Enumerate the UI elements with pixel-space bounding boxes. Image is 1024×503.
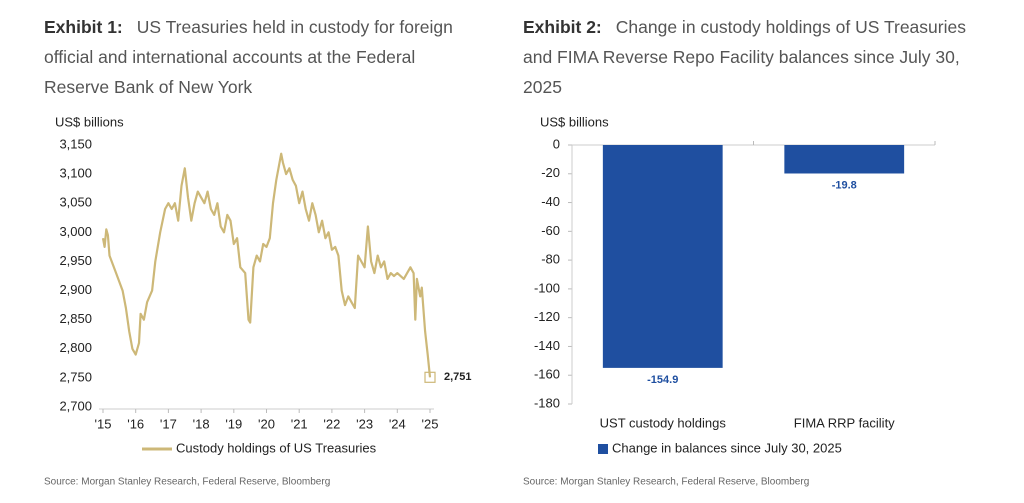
y-tick-label: 3,000 (59, 224, 92, 239)
y-tick-label: 3,150 (59, 136, 92, 151)
y-tick-label: 3,050 (59, 195, 92, 210)
y-tick-label: 0 (553, 136, 560, 151)
x-tick-label: FIMA RRP facility (794, 415, 895, 430)
value-label: -19.8 (832, 179, 857, 191)
x-tick-label: UST custody holdings (600, 415, 727, 430)
y-tick-label: -120 (534, 309, 560, 324)
x-tick-label: '16 (127, 416, 144, 431)
x-tick-label: '25 (422, 416, 439, 431)
y-tick-label: 2,800 (59, 340, 92, 355)
y-tick-label: -140 (534, 338, 560, 353)
end-marker (424, 371, 436, 383)
exhibit-label: Exhibit 2: (523, 17, 602, 37)
bar (784, 145, 905, 174)
x-tick-label: '19 (225, 416, 242, 431)
legend-swatch (598, 444, 608, 454)
value-label: -154.9 (647, 374, 678, 386)
y-tick-label: 3,100 (59, 166, 92, 181)
x-tick-label: '23 (356, 416, 373, 431)
exhibit-label: Exhibit 1: (44, 17, 123, 37)
y-tick-label: -40 (541, 194, 560, 209)
y-tick-label: 2,950 (59, 253, 92, 268)
x-tick-label: '17 (160, 416, 177, 431)
x-tick-label: '18 (193, 416, 210, 431)
x-tick-label: '22 (323, 416, 340, 431)
end-label: 2,751 (444, 371, 472, 383)
title-block: Exhibit 2: Change in custody holdings of … (523, 12, 973, 102)
legend-label: Custody holdings of US Treasuries (176, 440, 377, 455)
chart-title: Change in custody holdings of US Treasur… (523, 17, 966, 97)
source: Source: Morgan Stanley Research, Federal… (523, 477, 809, 488)
y-axis-label: US$ billions (540, 114, 609, 129)
y-tick-label: 2,750 (59, 369, 92, 384)
y-axis-label: US$ billions (55, 114, 124, 129)
x-tick-label: '20 (258, 416, 275, 431)
y-tick-label: -60 (541, 223, 560, 238)
y-tick-label: -160 (534, 367, 560, 382)
y-tick-label: 2,700 (59, 398, 92, 413)
chart-title: US Treasuries held in custody for foreig… (44, 17, 453, 97)
x-tick-label: '15 (95, 416, 112, 431)
y-tick-label: -80 (541, 252, 560, 267)
data-line (101, 152, 432, 378)
y-tick-label: 2,850 (59, 311, 92, 326)
title-block: Exhibit 1: US Treasuries held in custody … (44, 12, 484, 102)
y-tick-label: -100 (534, 280, 560, 295)
y-tick-label: -180 (534, 395, 560, 410)
x-tick-label: '21 (291, 416, 308, 431)
legend-label: Change in balances since July 30, 2025 (612, 440, 842, 455)
x-tick-label: '24 (389, 416, 406, 431)
bar (602, 145, 723, 368)
source: Source: Morgan Stanley Research, Federal… (44, 477, 330, 488)
y-tick-label: 2,900 (59, 282, 92, 297)
y-tick-label: -20 (541, 165, 560, 180)
